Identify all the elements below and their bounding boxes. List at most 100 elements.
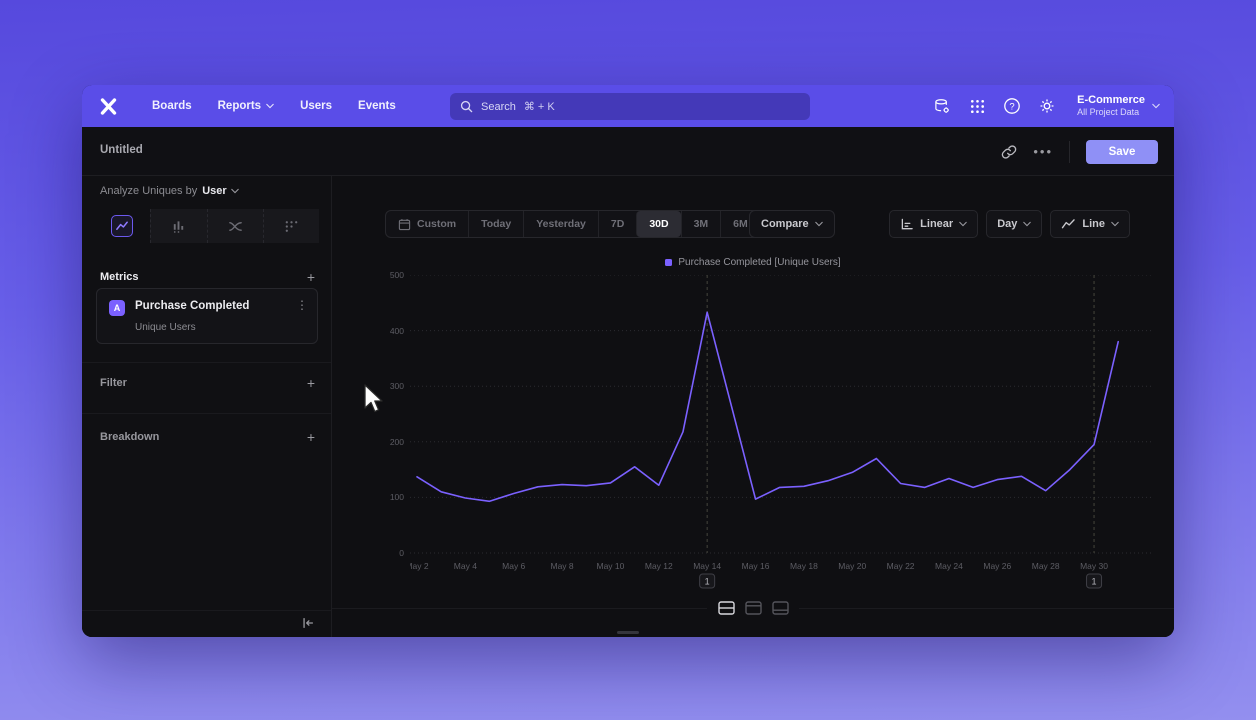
- breakdown-title: Breakdown: [100, 431, 160, 443]
- x-tick-label: May 2: [410, 561, 429, 571]
- analyze-label: Analyze Uniques by: [100, 185, 198, 197]
- view-footer-row-button[interactable]: [771, 600, 789, 615]
- search-input[interactable]: Search ⌘ + K: [450, 93, 810, 120]
- x-tick-label: May 10: [597, 561, 625, 571]
- report-type-tabs: [94, 209, 319, 243]
- chart-type-dropdown[interactable]: Line: [1050, 210, 1130, 238]
- annotation-badge[interactable]: [699, 573, 716, 589]
- add-breakdown-button[interactable]: +: [306, 429, 315, 445]
- mixpanel-logo-icon[interactable]: [98, 96, 118, 116]
- metric-event-name: Purchase Completed: [135, 300, 250, 312]
- tab-funnels[interactable]: [150, 209, 207, 243]
- x-tick-label: May 28: [1032, 561, 1060, 571]
- tab-insights[interactable]: [94, 209, 150, 243]
- search-placeholder: Search: [481, 100, 516, 113]
- x-tick-label: May 4: [454, 561, 477, 571]
- x-tick-label: May 18: [790, 561, 818, 571]
- x-tick-label: May 30: [1080, 561, 1108, 571]
- add-filter-button[interactable]: +: [306, 375, 315, 391]
- sidebar-divider: [82, 610, 331, 611]
- chevron-down-icon: [1152, 103, 1160, 109]
- range-yesterday-button[interactable]: Yesterday: [523, 211, 598, 237]
- project-switcher[interactable]: E-Commerce All Project Data: [1077, 94, 1160, 118]
- apps-grid-icon[interactable]: [968, 97, 986, 115]
- add-metric-button[interactable]: +: [306, 269, 315, 285]
- chevron-down-icon: [959, 221, 967, 227]
- y-tick-label: 200: [389, 436, 404, 447]
- chevron-down-icon: [1111, 221, 1119, 227]
- x-tick-label: May 22: [887, 561, 915, 571]
- x-tick-label: May 12: [645, 561, 673, 571]
- more-options-button[interactable]: •••: [1033, 144, 1053, 159]
- line-type-icon: [1062, 219, 1076, 229]
- view-split-rows-button[interactable]: [717, 600, 735, 615]
- view-toggle-group: [707, 597, 799, 618]
- view-header-row-button[interactable]: [744, 600, 762, 615]
- range-today-button[interactable]: Today: [468, 211, 523, 237]
- help-icon[interactable]: ?: [1003, 97, 1021, 115]
- range-6m-button[interactable]: 6M: [720, 211, 760, 237]
- analyze-entity-dropdown[interactable]: User: [202, 185, 239, 197]
- line-chart-icon: [116, 221, 129, 231]
- data-management-icon[interactable]: [933, 97, 951, 115]
- range-3m-button[interactable]: 3M: [680, 211, 721, 237]
- filter-title: Filter: [100, 377, 127, 389]
- header-divider: [1069, 140, 1070, 163]
- range-7d-button[interactable]: 7D: [597, 211, 636, 237]
- settings-gear-icon[interactable]: [1038, 97, 1056, 115]
- report-body: Analyze Uniques by User: [82, 176, 1174, 637]
- bar-chart-icon: [174, 220, 184, 233]
- y-tick-label: 400: [389, 325, 404, 336]
- compare-button[interactable]: Compare: [749, 210, 835, 238]
- calendar-icon: [398, 218, 411, 230]
- tab-flows[interactable]: [206, 209, 263, 243]
- svg-text:?: ?: [1009, 101, 1014, 112]
- scale-dropdown[interactable]: Linear: [889, 210, 979, 238]
- report-header: Untitled ••• Save: [82, 127, 1174, 176]
- chevron-down-icon: [230, 188, 239, 194]
- chevron-down-icon: [1023, 221, 1032, 227]
- x-tick-label: May 6: [502, 561, 525, 571]
- nav-item-reports[interactable]: Reports: [218, 100, 274, 112]
- breakdown-section-header: Breakdown +: [100, 430, 315, 444]
- chart-panel: Custom Today Yesterday 7D 30D 3M 6M 12M …: [332, 176, 1174, 637]
- tab-retention[interactable]: [262, 209, 319, 243]
- x-tick-label: May 8: [551, 561, 574, 571]
- search-shortcut: ⌘ + K: [523, 101, 555, 113]
- chevron-down-icon: [266, 103, 274, 109]
- scrollbar-nub[interactable]: [617, 631, 639, 634]
- report-title[interactable]: Untitled: [100, 144, 143, 156]
- metric-series-badge: A: [109, 300, 125, 316]
- chart-legend[interactable]: Purchase Completed [Unique Users]: [332, 253, 1174, 271]
- annotation-badge[interactable]: [1086, 573, 1103, 589]
- metric-menu-icon[interactable]: ⋮: [296, 298, 308, 312]
- metric-card[interactable]: A Purchase Completed Unique Users ⋮: [96, 288, 318, 344]
- nav-item-users[interactable]: Users: [300, 100, 333, 112]
- metrics-section-header: Metrics +: [100, 270, 315, 284]
- range-custom-button[interactable]: Custom: [386, 211, 468, 237]
- retention-icon: [285, 220, 298, 232]
- sidebar-divider: [82, 362, 331, 363]
- metric-aggregation[interactable]: Unique Users: [135, 322, 196, 333]
- chevron-down-icon: [814, 221, 823, 227]
- x-tick-label: May 24: [935, 561, 963, 571]
- mouse-cursor: [362, 384, 386, 421]
- y-tick-label: 500: [389, 270, 404, 280]
- legend-swatch: [665, 259, 673, 266]
- query-sidebar: Analyze Uniques by User: [82, 176, 332, 637]
- x-tick-label: May 26: [983, 561, 1011, 571]
- series-line[interactable]: [416, 311, 1120, 503]
- metrics-title: Metrics: [100, 271, 139, 283]
- x-tick-label: May 16: [742, 561, 770, 571]
- nav-item-boards[interactable]: Boards: [152, 100, 192, 112]
- sidebar-divider: [82, 413, 331, 414]
- share-link-icon[interactable]: [1001, 144, 1017, 160]
- project-scope: All Project Data: [1077, 107, 1140, 117]
- chart-toolbar: Custom Today Yesterday 7D 30D 3M 6M 12M …: [332, 210, 1174, 238]
- line-chart[interactable]: May 2 May 4 May 6 May 8 May 10 May 12 May 14 Ma…: [410, 275, 1152, 595]
- collapse-sidebar-button[interactable]: [301, 616, 315, 635]
- range-30d-button[interactable]: 30D: [636, 211, 681, 237]
- save-button[interactable]: Save: [1086, 139, 1158, 164]
- interval-dropdown[interactable]: Day: [986, 210, 1043, 238]
- nav-item-events[interactable]: Events: [358, 100, 396, 112]
